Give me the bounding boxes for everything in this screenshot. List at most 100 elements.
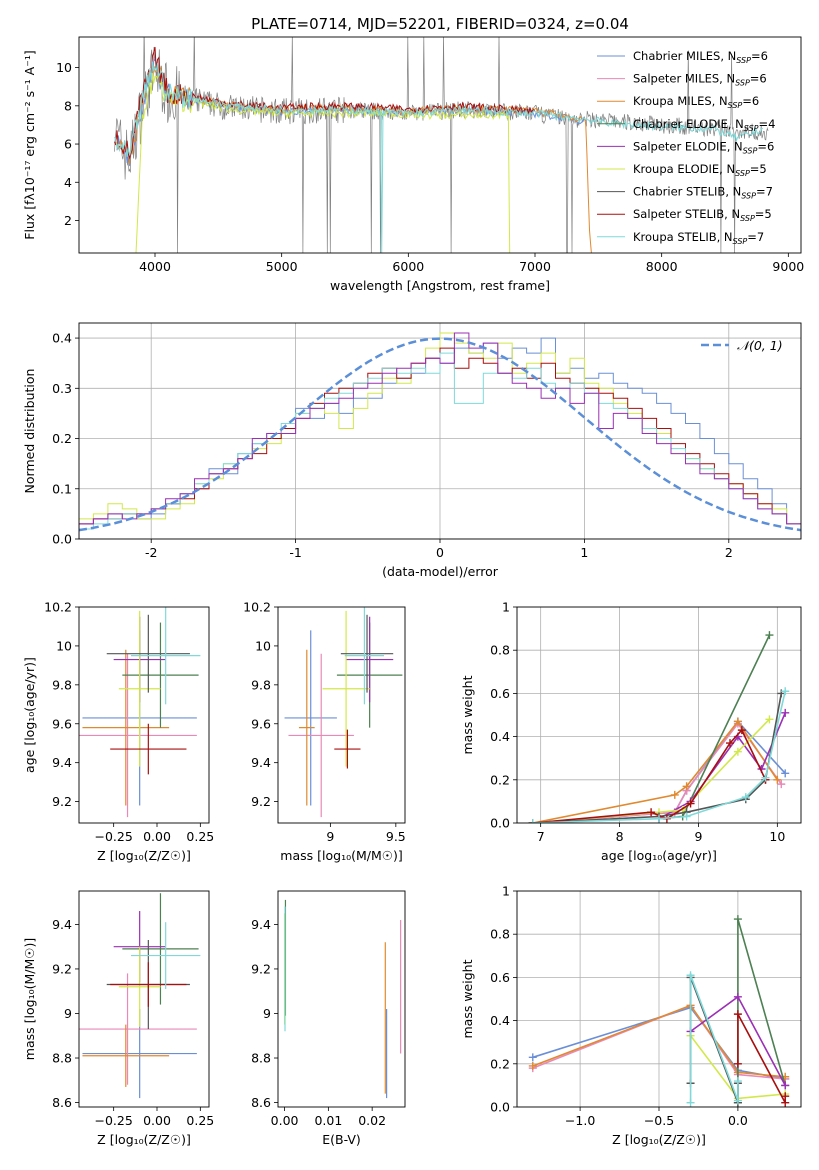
x-tick-label: 9000: [772, 259, 804, 274]
x-tick-label: 9.5: [386, 829, 406, 844]
x-tick-label: 9: [326, 829, 334, 844]
data-point: [670, 790, 679, 799]
x-tick-label: -1: [289, 545, 301, 560]
normal-curve: [79, 337, 801, 532]
panel-age-vs-mass: 9 9.5 9.2 9.4 9.6 9.8 10 10.2 mass [log₁₀(M/M☉)]: [243, 600, 406, 864]
y-axis-label: Flux [fλ10⁻¹⁷ erg cm⁻² s⁻¹ A⁻¹]: [22, 50, 37, 239]
panel-spectrum: 4000 5000 6000 7000 8000 9000 2 4 6 8 10 wavelength…: [22, 36, 804, 293]
weight-line: [532, 693, 783, 823]
y-tick-label: 10: [255, 638, 271, 653]
data-point: [733, 747, 742, 756]
legend-text: Kroupa ELODIE, N: [633, 162, 735, 176]
legend-entry: Chabrier STELIB, NSSP=7: [633, 185, 773, 201]
y-tick-label: 9: [64, 1006, 72, 1021]
x-tick-label: 4000: [139, 259, 171, 274]
x-axis-label: mass [log₁₀(M/M☉)]: [280, 848, 402, 863]
y-tick-label: 0.4: [490, 1013, 510, 1028]
legend-entry: Salpeter ELODIE, NSSP=6: [633, 139, 774, 155]
x-tick-label: 0.25: [186, 1113, 214, 1128]
data-point: [781, 769, 790, 778]
x-tick-label: 0: [436, 545, 444, 560]
x-tick-label: 0.00: [271, 1113, 299, 1128]
data-point: [682, 812, 691, 821]
y-tick-label: 4: [64, 175, 72, 190]
x-tick-label: 7000: [519, 259, 551, 274]
y-tick-label: 1: [502, 884, 510, 899]
legend-subscript: SSP: [735, 79, 750, 88]
weight-line: [532, 722, 782, 823]
data-point: [682, 782, 691, 791]
data-point: [741, 793, 750, 802]
data-point: [733, 992, 742, 1001]
x-tick-label: 0.00: [143, 1113, 171, 1128]
legend-subscript: SSP: [741, 192, 756, 201]
x-tick-label: 8000: [646, 259, 678, 274]
y-tick-label: 0.3: [52, 381, 72, 396]
legend-suffix: =4: [759, 117, 776, 131]
data-point: [733, 1010, 742, 1019]
x-tick-label: −0.5: [644, 1113, 674, 1128]
data-point: [765, 631, 774, 640]
histogram-step: [79, 332, 801, 539]
x-axis-label: E(B-V): [322, 1132, 361, 1147]
x-axis-label: Z [log₁₀(Z/Z☉)]: [97, 848, 191, 863]
y-tick-label: 9.6: [251, 716, 271, 731]
y-tick-label: 9.2: [52, 961, 72, 976]
x-tick-label: 5000: [266, 259, 298, 274]
data-point: [686, 1098, 695, 1107]
data-point: [765, 715, 774, 724]
panel-weight-vs-age: 7 8 9 10 0.0 0.2 0.4 0.6 0.8 1 age [log₁₀(age/yr)]…: [460, 600, 802, 863]
legend-subscript: SSP: [728, 101, 743, 110]
x-tick-label: 6000: [392, 259, 424, 274]
data-point: [781, 1092, 790, 1101]
x-tick-label: −0.25: [95, 829, 133, 844]
legend-suffix: =5: [755, 207, 772, 221]
y-tick-label: 8: [64, 98, 72, 113]
legend-entry: Chabrier ELODIE, NSSP=4: [633, 117, 775, 133]
data-point: [733, 717, 742, 726]
data-point: [781, 687, 790, 696]
y-tick-label: 0.4: [490, 729, 510, 744]
legend-text: Salpeter ELODIE, N: [633, 139, 743, 153]
x-tick-label: 8: [616, 829, 624, 844]
plot-area: [517, 607, 801, 823]
legend-suffix: =6: [757, 139, 774, 153]
y-tick-label: 9.4: [251, 917, 271, 932]
x-tick-label: 0.25: [186, 829, 214, 844]
axes-frame: [78, 322, 802, 540]
x-tick-label: 0.02: [358, 1113, 386, 1128]
panel-mass-vs-ebv: 0.00 0.01 0.02 8.6 8.8 9 9.2 9.4 E(B-V): [251, 890, 406, 1147]
weight-line: [689, 974, 739, 1103]
x-axis-label: age [log₁₀(age/yr)]: [601, 848, 717, 863]
axes-frame: [277, 606, 406, 824]
figure-title: PLATE=0714, MJD=52201, FIBERID=0324, z=0…: [251, 15, 629, 33]
x-axis-label: Z [log₁₀(Z/Z☉)]: [97, 1132, 191, 1147]
y-tick-label: 0.2: [490, 772, 510, 787]
legend-text: Chabrier ELODIE, N: [633, 117, 744, 131]
axes-frame: [78, 890, 210, 1108]
y-tick-label: 0.0: [490, 816, 510, 831]
legend-entry: Salpeter MILES, NSSP=6: [633, 72, 767, 88]
y-tick-label: 0.2: [490, 1056, 510, 1071]
y-tick-label: 2: [64, 213, 72, 228]
data-point: [781, 708, 790, 717]
y-axis-label: age [log₁₀(age/yr)]: [22, 657, 37, 773]
legend-text: Kroupa STELIB, N: [633, 230, 733, 244]
data-point: [733, 1096, 742, 1105]
weight-line: [532, 718, 770, 823]
legend-entry: 𝒩(0, 1): [737, 338, 783, 353]
legend-entry: Kroupa STELIB, NSSP=7: [633, 230, 764, 246]
data-point: [686, 799, 695, 808]
data-point: [733, 915, 742, 924]
legend-text: Salpeter STELIB, N: [633, 207, 740, 221]
plot-area: [283, 899, 402, 1099]
legend: 𝒩(0, 1): [701, 338, 783, 353]
axes-frame: [78, 606, 210, 824]
legend-subscript: SSP: [733, 237, 748, 246]
weight-line: [658, 712, 786, 820]
x-tick-label: 9: [694, 829, 702, 844]
y-tick-label: 9: [263, 1006, 271, 1021]
legend-text: Chabrier STELIB, N: [633, 185, 741, 199]
legend-entry: Chabrier MILES, NSSP=6: [633, 49, 768, 65]
